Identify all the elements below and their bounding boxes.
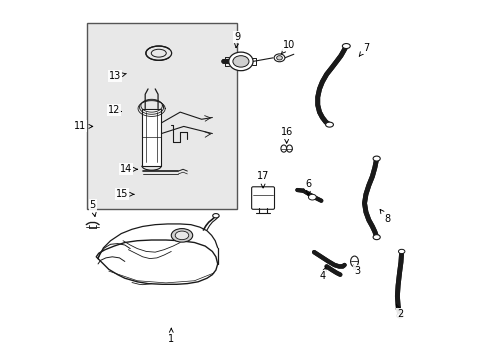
Text: 16: 16 [280, 127, 292, 143]
Ellipse shape [276, 56, 282, 60]
Ellipse shape [175, 231, 188, 240]
FancyBboxPatch shape [251, 187, 274, 209]
Bar [87, 23, 237, 208]
Text: 8: 8 [379, 210, 389, 224]
Text: 3: 3 [353, 265, 359, 276]
Ellipse shape [325, 122, 333, 127]
Text: 13: 13 [109, 71, 126, 81]
Ellipse shape [286, 145, 292, 152]
Text: 9: 9 [234, 32, 240, 48]
Text: 6: 6 [305, 179, 311, 195]
Text: 5: 5 [89, 200, 96, 216]
Ellipse shape [350, 256, 358, 267]
Text: 10: 10 [281, 40, 295, 54]
Text: 14: 14 [120, 164, 137, 174]
Ellipse shape [171, 229, 192, 242]
Ellipse shape [232, 56, 248, 67]
Text: 1: 1 [168, 328, 174, 344]
Text: 11: 11 [74, 121, 93, 131]
Ellipse shape [228, 52, 253, 71]
Ellipse shape [396, 314, 402, 318]
Ellipse shape [145, 46, 171, 60]
Text: 15: 15 [116, 189, 134, 199]
Ellipse shape [281, 145, 286, 152]
Text: 7: 7 [359, 43, 368, 56]
Ellipse shape [308, 194, 316, 200]
Ellipse shape [342, 44, 349, 49]
Ellipse shape [212, 213, 219, 218]
Bar [142, 109, 161, 166]
Text: 4: 4 [319, 266, 326, 282]
Text: 12: 12 [108, 105, 121, 115]
Text: 2: 2 [395, 304, 402, 319]
Text: 17: 17 [256, 171, 269, 188]
Ellipse shape [398, 249, 404, 253]
Ellipse shape [372, 156, 380, 161]
Ellipse shape [372, 235, 380, 240]
Ellipse shape [151, 49, 166, 57]
Ellipse shape [274, 54, 285, 62]
